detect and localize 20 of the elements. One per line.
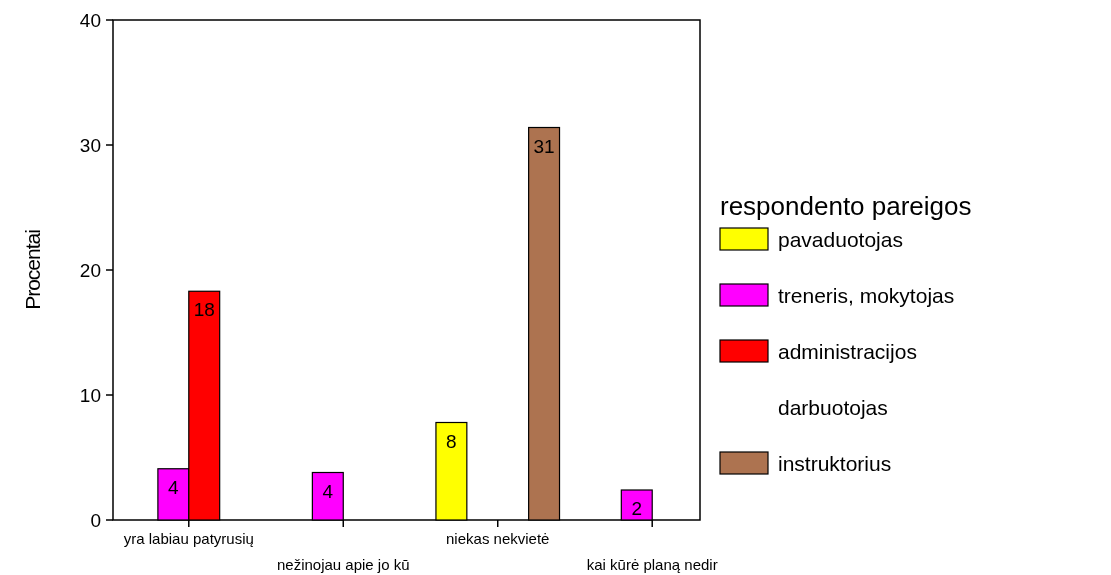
legend-title: respondento pareigos [720,191,972,221]
legend-label: treneris, mokytojas [778,284,955,307]
data-label: 2 [631,498,643,519]
y-tick-label: 0 [90,509,101,531]
y-tick-label: 40 [79,9,101,31]
data-label: 4 [322,480,334,502]
data-label: 31 [533,135,555,157]
y-tick-label: 20 [79,259,101,281]
y-tick-label: 10 [79,384,101,406]
x-tick-label: yra labiau patyrusių [123,530,254,547]
legend-label: instruktorius [778,452,892,475]
data-label: 4 [168,476,180,498]
data-label: 18 [193,299,215,321]
x-tick-label: nežinojau apie jo kū [276,556,410,573]
data-label: 8 [446,430,457,452]
legend-label: pavaduotojas [778,228,903,251]
x-tick-label: niekas nekvietė [446,530,550,547]
x-tick-label: kai kūrė planą nedir [586,556,718,573]
y-tick-label: 30 [79,134,101,156]
y-axis-title: Procentai [21,229,44,310]
